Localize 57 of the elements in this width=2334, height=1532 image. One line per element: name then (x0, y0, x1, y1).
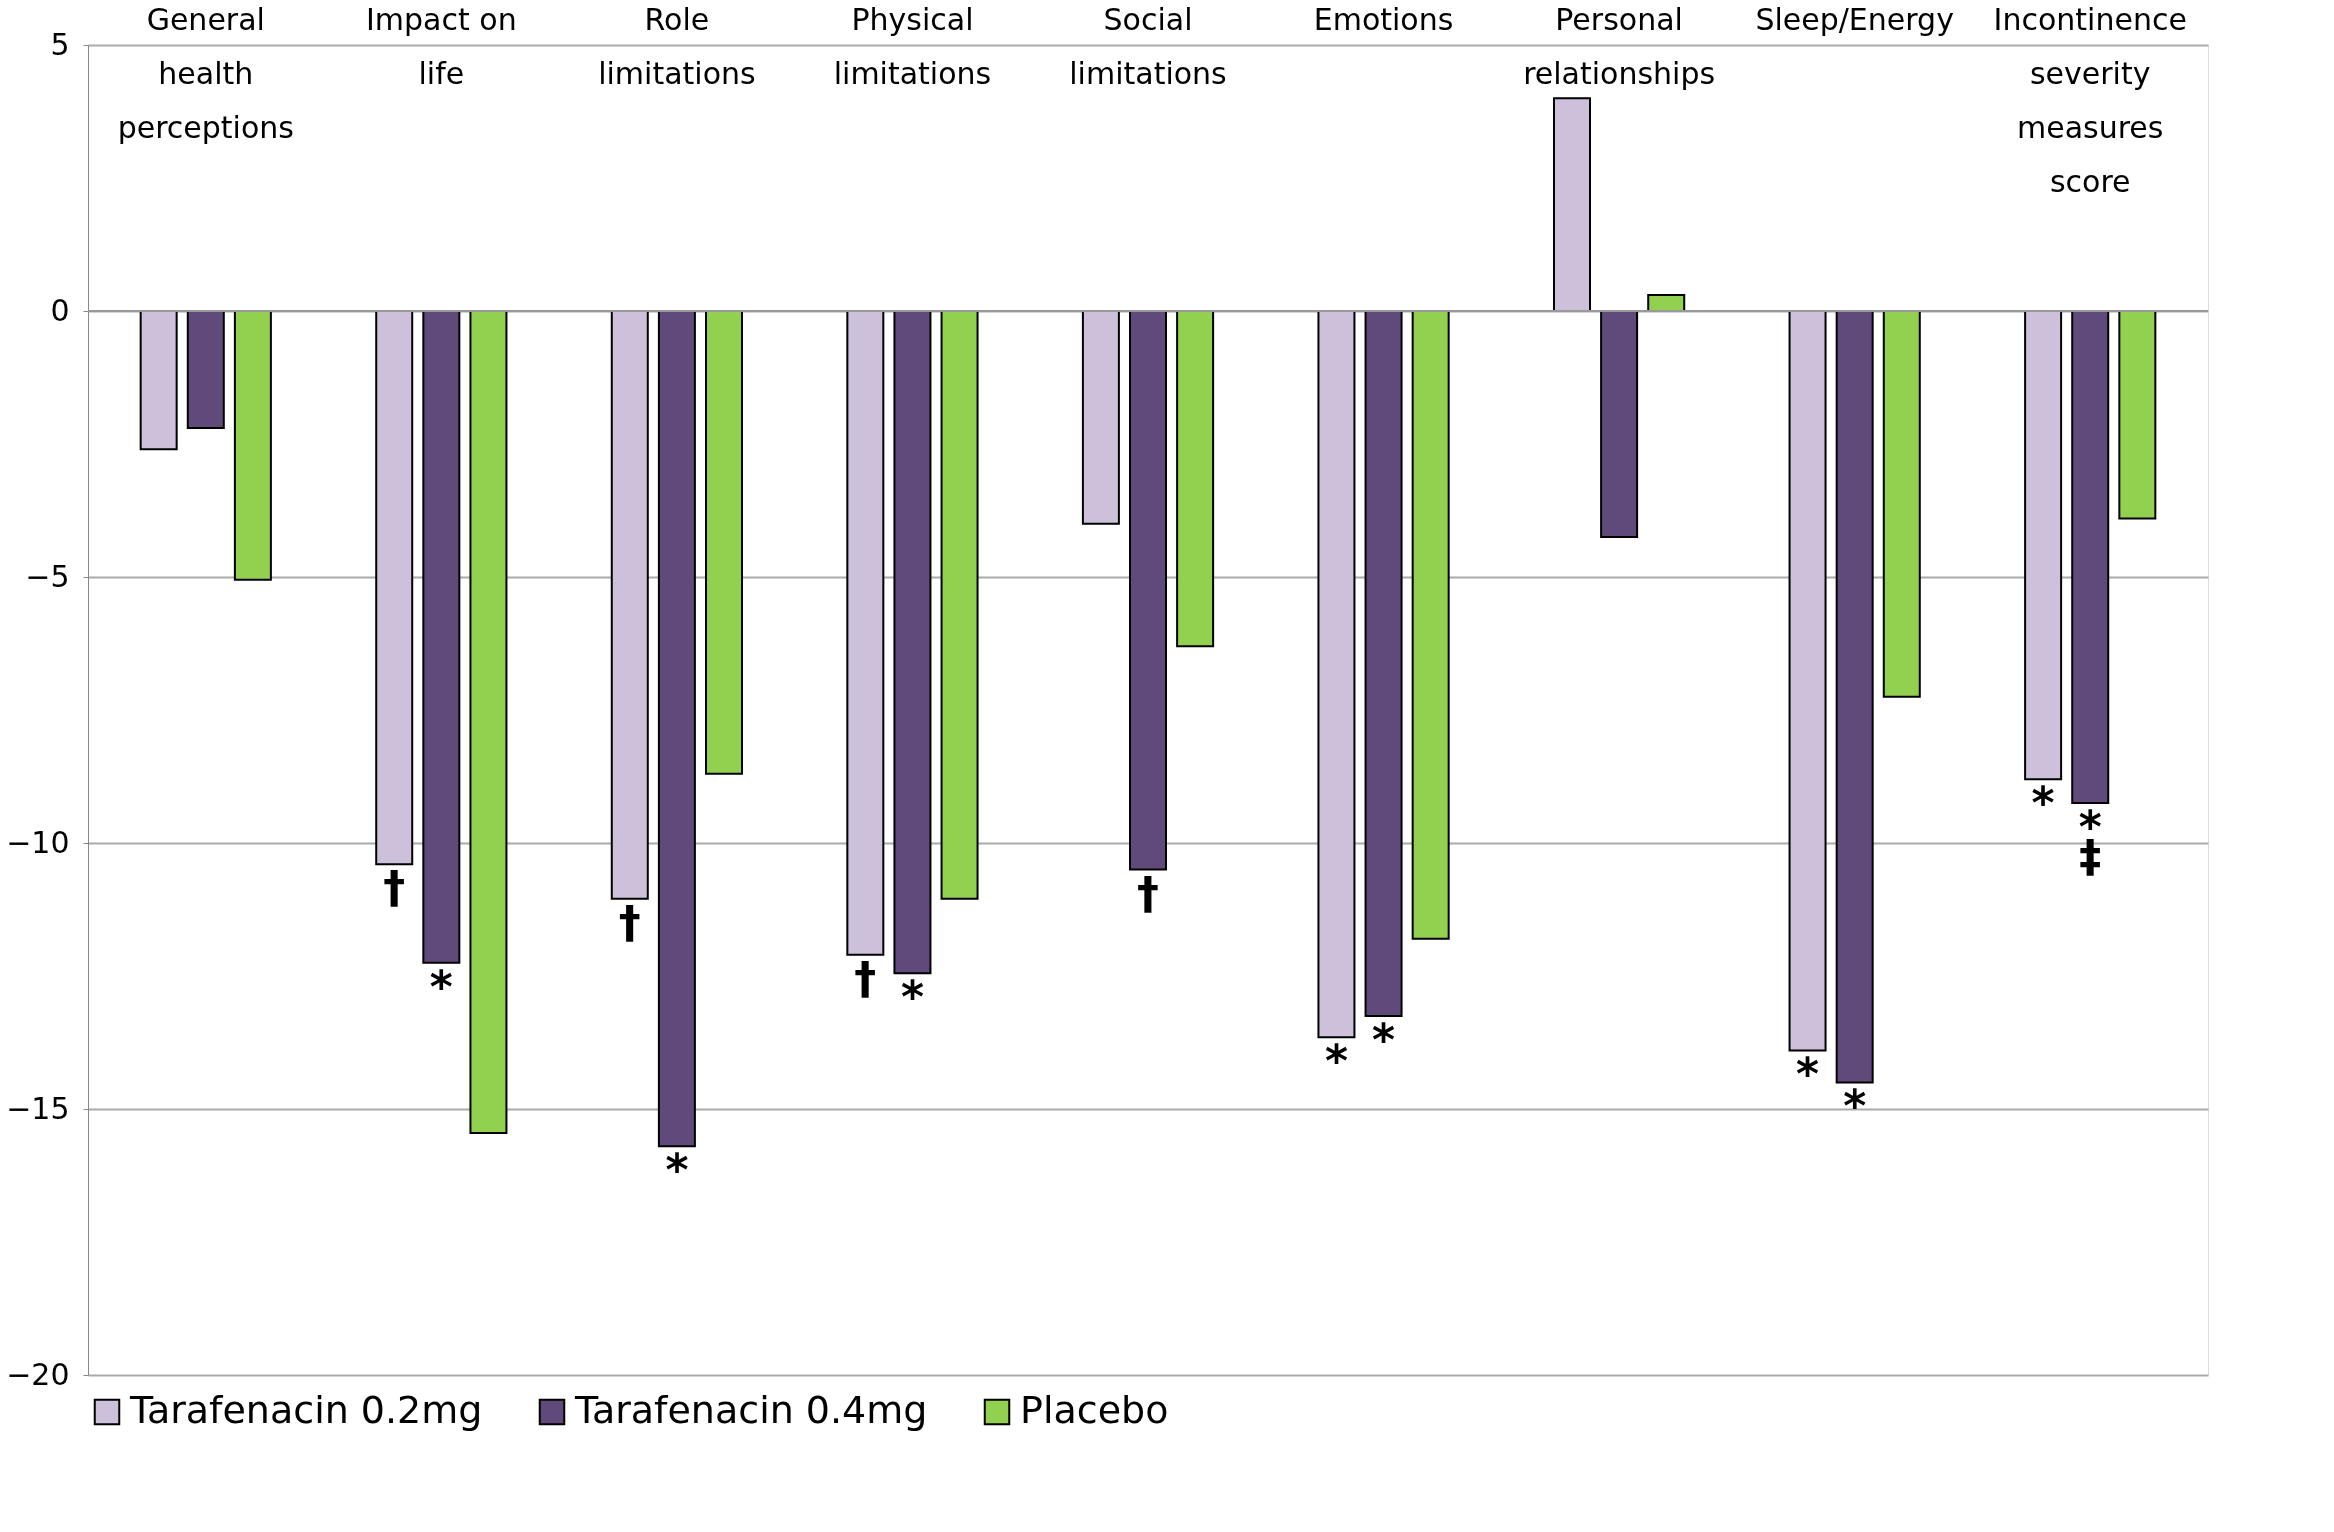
bar (1081, 310, 1120, 525)
bar (893, 310, 932, 975)
bar (705, 310, 743, 775)
bar (610, 310, 649, 900)
legend-label: Tarafenacin 0.2mg (129, 1388, 483, 1432)
annotation: * (1324, 1035, 1348, 1087)
annotation: * (900, 971, 924, 1023)
annotation: * (1796, 1048, 1820, 1100)
bar (1411, 310, 1450, 940)
x-tick-label: Incontinence severity measures score (1993, 1, 2187, 199)
x-tick-label: Sleep/Energy (1755, 1, 1954, 37)
y-tick-label: 5 (50, 26, 70, 62)
bar (469, 310, 508, 1134)
bar (940, 310, 979, 900)
x-tick-label: Impact on life (366, 1, 517, 91)
x-tick-label: General health perceptions (117, 1, 294, 145)
legend-label: Tarafenacin 0.4mg (574, 1388, 928, 1432)
annotation: * (1372, 1013, 1396, 1065)
bar (1553, 97, 1591, 312)
y-tick-label: −15 (6, 1090, 70, 1126)
x-tick-label: Emotions (1313, 1, 1454, 37)
y-tick-label: −20 (6, 1356, 70, 1392)
bar (422, 310, 461, 964)
annotation: † (618, 896, 641, 948)
legend-label: Placebo (1020, 1388, 1169, 1432)
bar (139, 310, 178, 451)
y-tick-label: −5 (25, 558, 70, 594)
bar (2024, 310, 2063, 781)
x-tick-label: Social limitations (1069, 1, 1227, 91)
annotation: * (665, 1144, 689, 1196)
bar (846, 310, 885, 956)
bar (1129, 310, 1167, 871)
x-tick-label: Physical limitations (833, 1, 992, 91)
annotation: † (1137, 867, 1159, 919)
bar (1788, 310, 1827, 1052)
y-tick-label: −10 (6, 824, 70, 860)
bar (657, 310, 696, 1148)
annotation: * (2031, 777, 2055, 829)
x-tick-label: Personal relationships (1523, 1, 1716, 91)
bar (233, 310, 272, 581)
bar (1364, 310, 1403, 1017)
bar (375, 310, 414, 866)
bar (1882, 310, 1921, 698)
bar (186, 310, 225, 430)
bar (1600, 310, 1639, 539)
x-tick-label: Role limitations (598, 1, 756, 91)
bar (1317, 310, 1356, 1039)
annotation: † (854, 952, 877, 1004)
bar (1835, 310, 1874, 1084)
annotation: * (1843, 1080, 1867, 1132)
bar (1647, 294, 1686, 312)
bar (2071, 310, 2110, 805)
bar (1176, 310, 1215, 648)
annotation: † (383, 862, 406, 914)
bar (2118, 310, 2157, 520)
y-tick-label: 0 (50, 292, 70, 328)
annotation: * (429, 960, 453, 1012)
